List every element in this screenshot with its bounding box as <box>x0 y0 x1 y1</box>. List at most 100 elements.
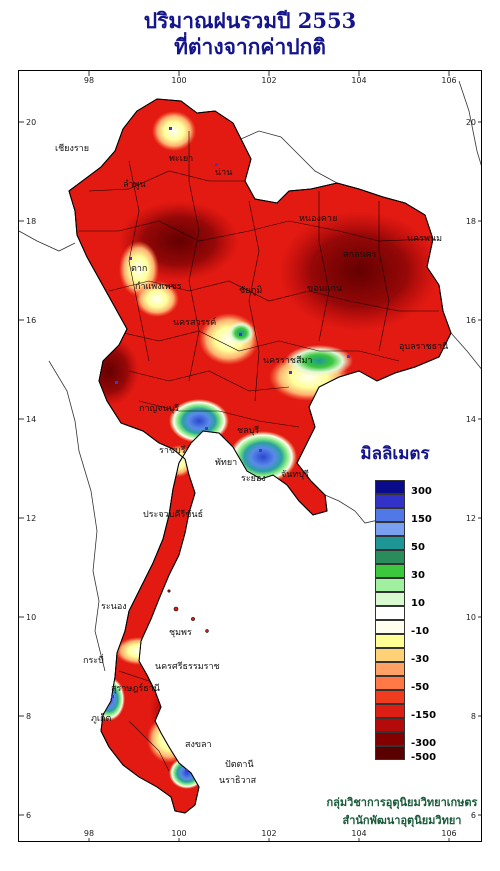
lat-label-right-16: 16 <box>466 316 476 325</box>
legend-label: 300 <box>411 486 432 497</box>
legend-swatch <box>375 662 405 676</box>
legend-swatch <box>375 550 405 564</box>
legend-swatch <box>375 536 405 550</box>
lat-label-left-16: 16 <box>26 316 36 325</box>
province-label: ภูเก็ต <box>91 711 111 724</box>
map-title-line2: ที่ต่างจากค่าปกติ <box>174 34 326 59</box>
province-label: นครพนม <box>407 234 442 244</box>
legend-swatch <box>375 704 405 718</box>
legend-swatch <box>375 508 405 522</box>
lon-label-top-102: 102 <box>261 76 276 85</box>
lat-label-left-8: 8 <box>26 712 31 721</box>
legend-label: -30 <box>411 654 430 665</box>
province-label: ตาก <box>131 264 147 274</box>
province-label: จันทบุรี <box>281 469 309 480</box>
lat-label-left-12: 12 <box>26 514 36 523</box>
legend-swatch <box>375 676 405 690</box>
legend-swatch <box>375 564 405 578</box>
lon-label-top-100: 100 <box>171 76 186 85</box>
lon-label-top-104: 104 <box>351 76 366 85</box>
lon-label-bottom-102: 102 <box>261 829 276 838</box>
lon-label-bottom-104: 104 <box>351 829 366 838</box>
lat-label-right-18: 18 <box>466 217 476 226</box>
province-boundaries <box>79 131 439 772</box>
legend-label: -500 <box>411 752 437 763</box>
lat-label-right-10: 10 <box>466 613 476 622</box>
neighbor-borders <box>19 80 481 672</box>
legend-label: -50 <box>411 682 430 693</box>
legend-swatch <box>375 494 405 508</box>
province-label: ราชบุรี <box>159 445 186 456</box>
legend-swatch <box>375 522 405 536</box>
map-title-line1: ปริมาณฝนรวมปี 2553 <box>143 8 357 33</box>
lat-label-right-6: 6 <box>471 811 476 820</box>
province-label: กระบี่ <box>83 653 104 666</box>
legend-swatch <box>375 732 405 746</box>
province-label: ปัตตานี <box>225 759 254 770</box>
legend-swatch <box>375 718 405 732</box>
legend-label: -300 <box>411 738 437 749</box>
province-label: นครสวรรค์ <box>173 316 216 328</box>
province-label: หนองคาย <box>299 214 337 224</box>
legend-swatch <box>375 746 405 760</box>
province-label: ระนอง <box>101 602 127 612</box>
province-label: พัทยา <box>215 458 237 468</box>
lon-label-bottom-106: 106 <box>441 829 456 838</box>
lat-label-left-20: 20 <box>26 118 36 127</box>
lat-label-left-18: 18 <box>26 217 36 226</box>
legend-swatch <box>375 606 405 620</box>
map-frame: 98 100 102 104 106 98 100 102 104 106 20… <box>18 70 482 842</box>
province-label: ลำพูน <box>123 179 146 190</box>
legend-swatch <box>375 620 405 634</box>
lat-label-left-6: 6 <box>26 811 31 820</box>
legend-label: -150 <box>411 710 437 721</box>
lat-label-right-8: 8 <box>471 712 476 721</box>
credit-line1: กลุ่มวิชาการอุตุนิยมวิทยาเกษตร <box>326 796 478 809</box>
province-labels: เชียงราย พะเยา ลำพูน น่าน ตาก กำแพงเพชร … <box>55 143 448 786</box>
legend-swatch <box>375 578 405 592</box>
province-label: ชัยภูมิ <box>239 285 262 296</box>
province-label: นราธิวาส <box>219 775 257 786</box>
lat-label-left-10: 10 <box>26 613 36 622</box>
legend-swatch <box>375 480 405 494</box>
province-label: ชุมพร <box>169 628 192 638</box>
province-label: ชลบุรี <box>237 425 259 436</box>
rainfall-map: 98 100 102 104 106 98 100 102 104 106 20… <box>19 71 481 841</box>
legend-label: 30 <box>411 570 425 581</box>
province-label: นครศรีธรรมราช <box>155 661 220 672</box>
legend-swatch <box>375 690 405 704</box>
lon-label-bottom-100: 100 <box>171 829 186 838</box>
station-markers <box>111 127 350 772</box>
province-label: ขอนแก่น <box>307 284 342 294</box>
legend-label: 50 <box>411 542 425 553</box>
province-label: อุบลราชธานี <box>399 341 448 352</box>
legend-swatch <box>375 648 405 662</box>
lon-label-top-98: 98 <box>84 76 94 85</box>
province-label: นครราชสีมา <box>263 355 312 366</box>
legend-label: 150 <box>411 514 432 525</box>
province-label: สกลนคร <box>343 250 377 260</box>
legend-label: -10 <box>411 626 430 637</box>
credit-line2: สำนักพัฒนาอุตุนิยมวิทยา <box>342 814 462 827</box>
province-label: พะเยา <box>169 154 193 164</box>
lat-label-left-14: 14 <box>26 415 36 424</box>
province-label: เชียงราย <box>55 143 89 154</box>
province-label: สงขลา <box>185 740 212 750</box>
islands <box>167 589 209 633</box>
legend-swatch <box>375 634 405 648</box>
province-label: น่าน <box>215 168 232 178</box>
lon-label-top-106: 106 <box>441 76 456 85</box>
legend-title: มิลลิเมตร <box>360 444 430 464</box>
graticule-ticks <box>19 71 481 841</box>
lat-label-right-20: 20 <box>466 118 476 127</box>
legend-label: 10 <box>411 598 425 609</box>
province-label: กำแพงเพชร <box>135 281 182 292</box>
province-label: ระยอง <box>241 474 266 484</box>
legend-swatch <box>375 592 405 606</box>
province-label: ประจวบคีรีขันธ์ <box>143 508 203 520</box>
lat-label-right-12: 12 <box>466 514 476 523</box>
lat-label-right-14: 14 <box>466 415 476 424</box>
province-label: สุราษฎร์ธานี <box>111 682 160 694</box>
lon-label-bottom-98: 98 <box>84 829 94 838</box>
province-label: กาญจนบุรี <box>139 403 179 414</box>
